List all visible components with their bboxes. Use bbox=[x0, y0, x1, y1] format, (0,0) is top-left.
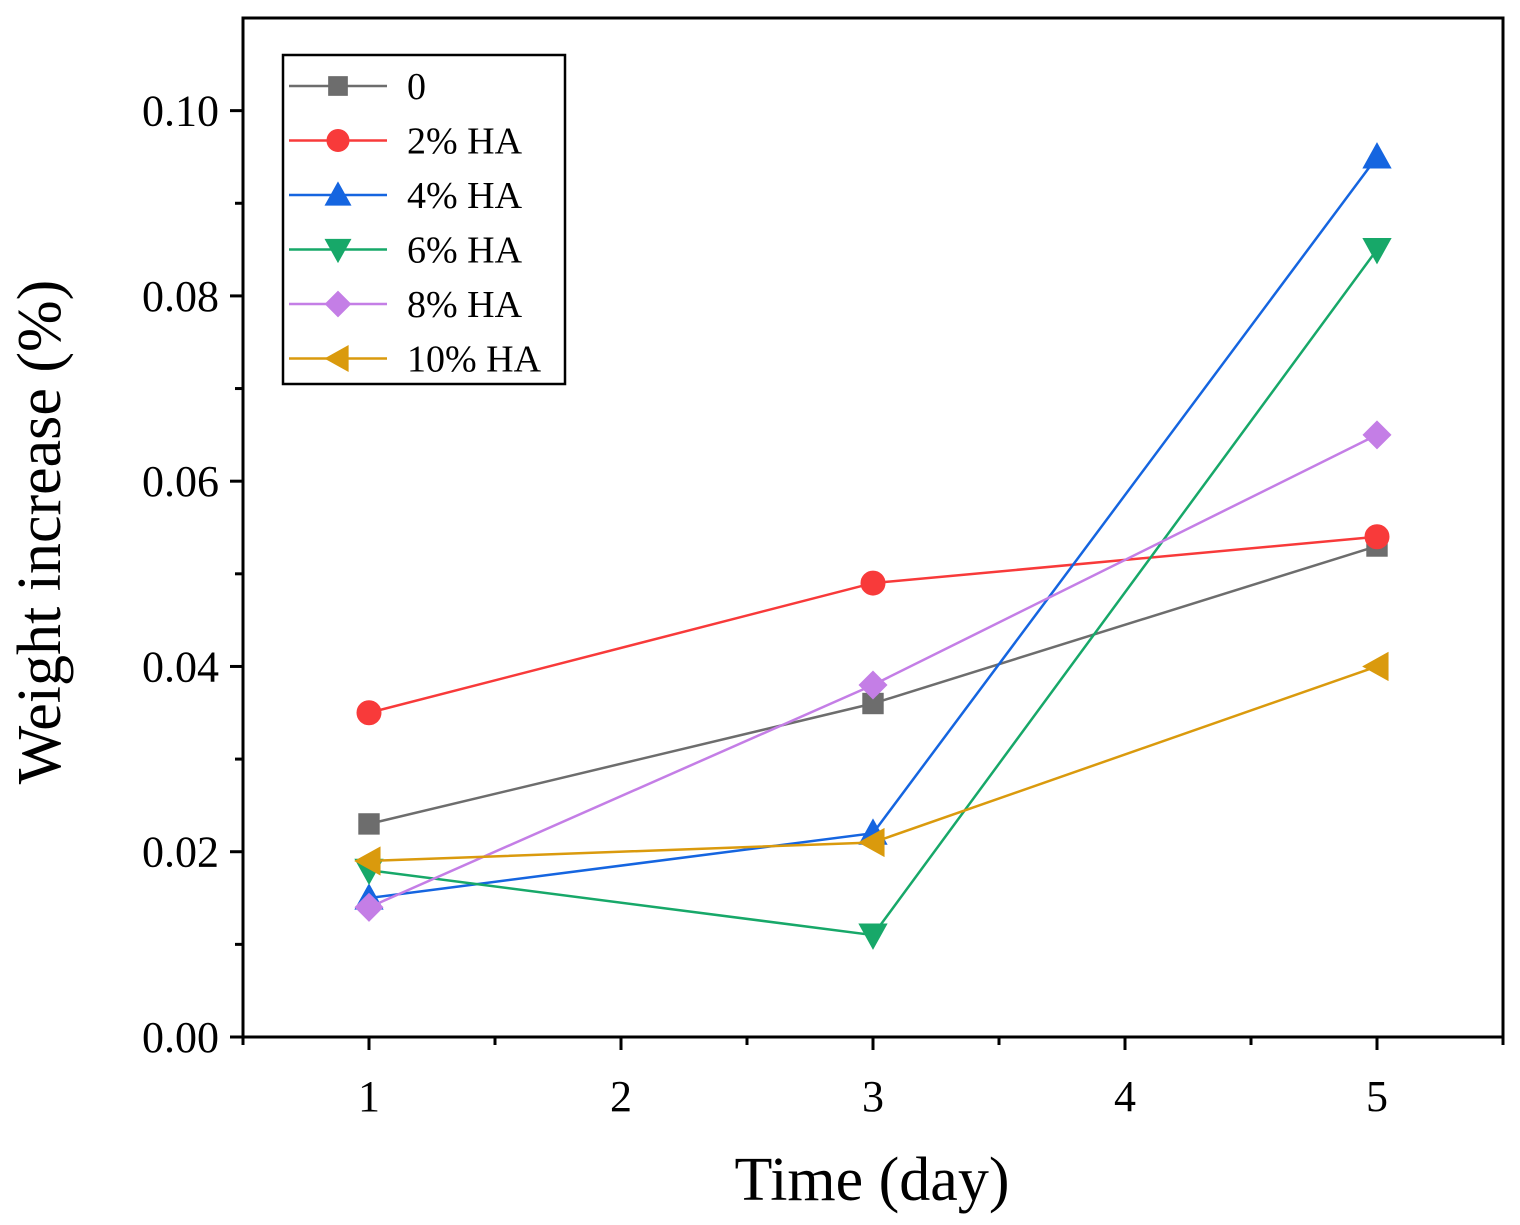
legend-label: 0 bbox=[407, 66, 426, 108]
legend-label: 6% HA bbox=[407, 230, 523, 272]
series-10pct-ha bbox=[354, 651, 1389, 876]
legend-label: 2% HA bbox=[407, 121, 523, 163]
y-tick-label: 0.00 bbox=[142, 1013, 219, 1062]
data-point-8pct-ha bbox=[354, 892, 384, 922]
x-axis-title: Time (day) bbox=[735, 1146, 1010, 1214]
y-tick-label: 0.04 bbox=[142, 642, 219, 691]
data-point-0 bbox=[358, 813, 380, 835]
data-point-10pct-ha bbox=[354, 846, 381, 876]
y-tick-label: 0.10 bbox=[142, 87, 219, 136]
y-axis: 0.00 0.02 0.04 0.06 0.08 0.10 bbox=[142, 87, 243, 1062]
legend-item-8pct-ha: 8% HA bbox=[289, 284, 523, 326]
legend-label: 4% HA bbox=[407, 175, 523, 217]
data-point-2pct-ha bbox=[356, 700, 382, 726]
legend-box bbox=[281, 53, 567, 386]
data-point-8pct-ha bbox=[858, 670, 888, 700]
legend-marker bbox=[326, 129, 350, 152]
legend-marker bbox=[324, 290, 352, 318]
legend-marker bbox=[324, 181, 352, 206]
x-tick-label: 3 bbox=[862, 1072, 884, 1121]
legend-marker bbox=[324, 345, 349, 372]
y-tick-label: 0.06 bbox=[142, 457, 219, 506]
legend: 0 2% HA 4% HA 6% HA 8% HA 10% HA bbox=[281, 53, 567, 386]
x-tick-label: 4 bbox=[1114, 1072, 1136, 1121]
x-tick-label: 2 bbox=[610, 1072, 632, 1121]
data-point-6pct-ha bbox=[1362, 238, 1392, 265]
series-8pct-ha bbox=[354, 420, 1392, 922]
series-layer bbox=[354, 142, 1392, 950]
x-tick-label: 1 bbox=[358, 1072, 380, 1121]
y-axis-title: Weight increase (%) bbox=[6, 280, 74, 785]
legend-label: 10% HA bbox=[407, 339, 542, 381]
data-point-10pct-ha bbox=[858, 827, 885, 858]
data-point-8pct-ha bbox=[1362, 420, 1392, 450]
legend-item-2pct-ha: 2% HA bbox=[289, 121, 523, 163]
legend-marker bbox=[328, 76, 348, 96]
data-point-2pct-ha bbox=[1364, 524, 1390, 550]
y-tick-label: 0.08 bbox=[142, 272, 219, 321]
legend-item-6pct-ha: 6% HA bbox=[289, 230, 523, 272]
data-point-6pct-ha bbox=[858, 923, 888, 950]
x-tick-label: 5 bbox=[1366, 1072, 1388, 1121]
data-point-10pct-ha bbox=[1362, 651, 1389, 682]
data-point-2pct-ha bbox=[860, 570, 886, 596]
legend-marker bbox=[324, 238, 352, 264]
legend-item-0: 0 bbox=[289, 66, 426, 108]
data-point-4pct-ha bbox=[1362, 142, 1392, 169]
series-2pct-ha bbox=[356, 524, 1390, 726]
x-axis: 1 2 3 4 5 bbox=[241, 1037, 1505, 1121]
legend-item-10pct-ha: 10% HA bbox=[289, 339, 542, 381]
y-tick-label: 0.02 bbox=[142, 828, 219, 877]
legend-label: 8% HA bbox=[407, 284, 523, 326]
legend-item-4pct-ha: 4% HA bbox=[289, 175, 523, 217]
